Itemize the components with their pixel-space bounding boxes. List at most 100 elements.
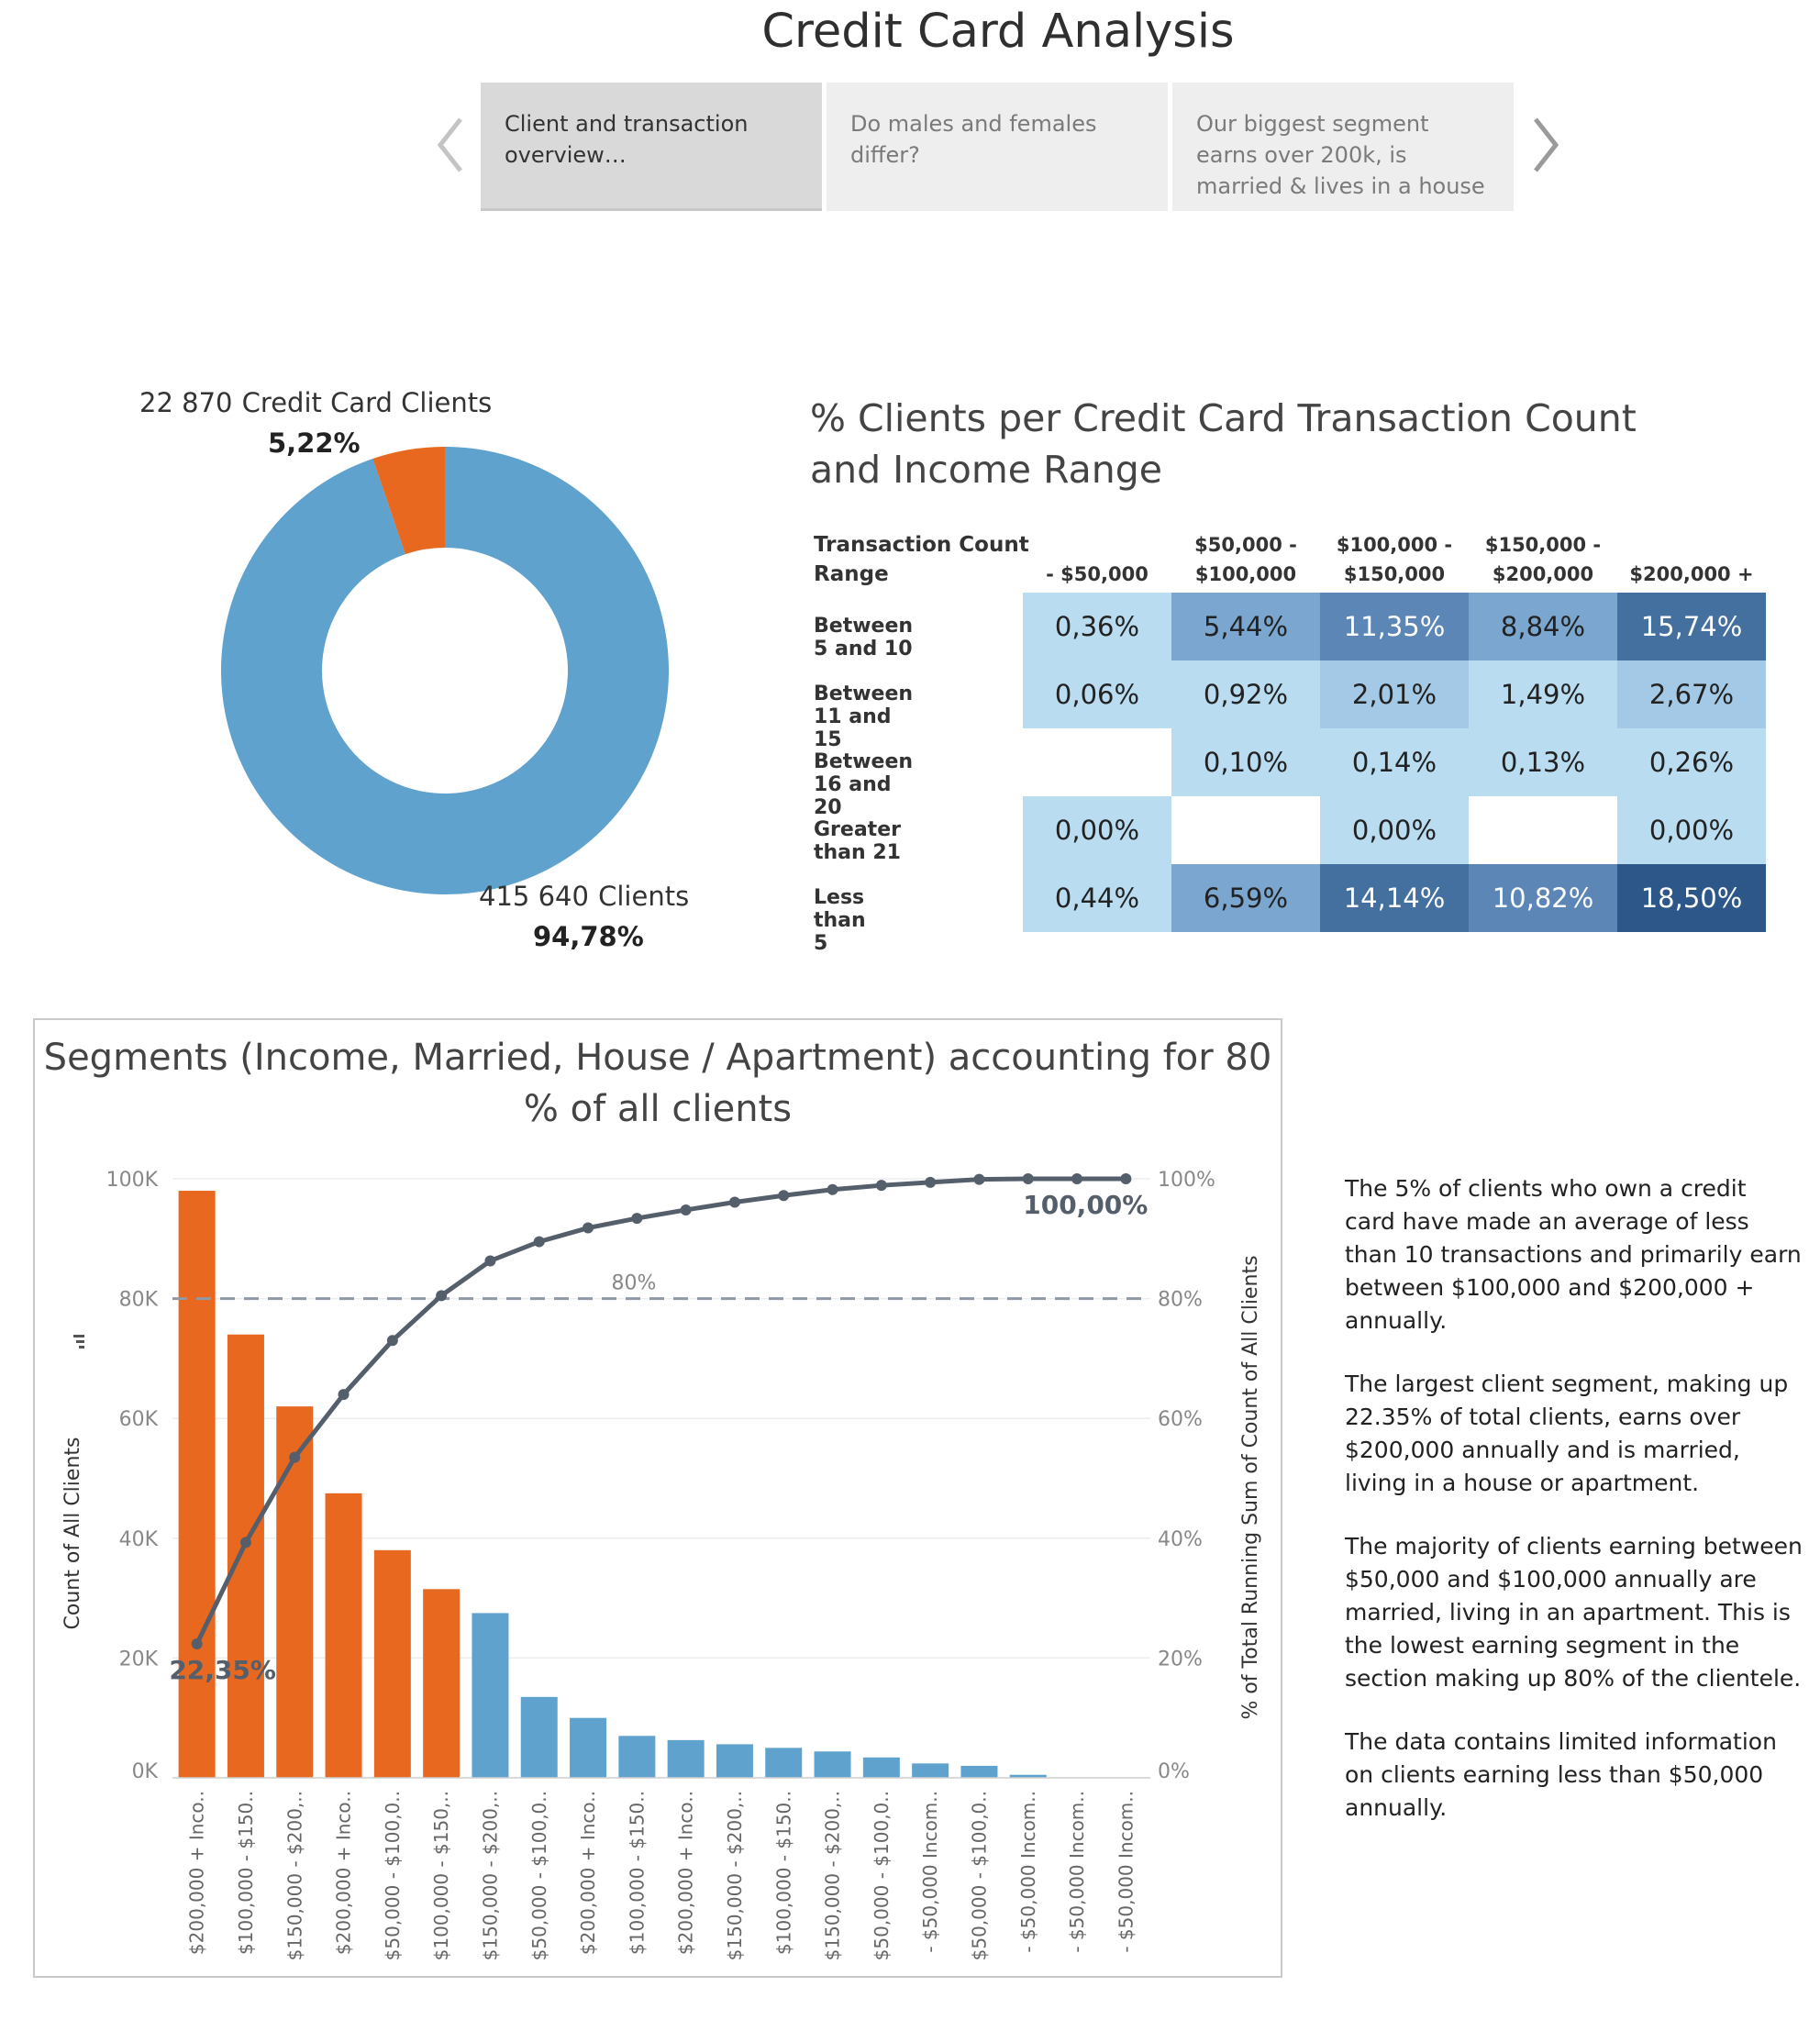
y-tick-label: 20K [119, 1648, 159, 1670]
y2-tick-label: 80% [1158, 1289, 1203, 1312]
line-point [875, 1180, 887, 1192]
heatmap-cell: 18,50% [1617, 864, 1766, 932]
y2-tick-label: 0% [1158, 1760, 1190, 1783]
heatmap-cell [1171, 796, 1320, 864]
line-point [191, 1638, 203, 1650]
note-paragraph: The data contains limited information on… [1345, 1728, 1777, 1821]
x-tick-label: $100,000 - $150.. [235, 1791, 257, 1955]
heatmap-cell [1023, 728, 1171, 796]
bar [373, 1549, 411, 1778]
heatmap-cell: 0,00% [1023, 796, 1171, 864]
heatmap-cell: 2,67% [1617, 660, 1766, 728]
x-tick-label: $150,000 - $200,.. [479, 1791, 501, 1960]
pareto-title: Segments (Income, Married, House / Apart… [43, 1037, 1272, 1130]
heatmap-column-header: $150,000 - $200,000 [1484, 534, 1602, 585]
line-point [728, 1196, 740, 1208]
x-tick-label: $200,000 + Inco.. [333, 1791, 355, 1955]
y2-axis-title: % of Total Running Sum of Count of All C… [1239, 1255, 1262, 1719]
bar [1009, 1774, 1047, 1778]
line-point [973, 1173, 985, 1185]
note-paragraph: The 5% of clients who own a credit card … [1345, 1175, 1802, 1334]
line-point [631, 1213, 643, 1225]
line-point [1022, 1173, 1034, 1184]
line-point [583, 1222, 594, 1234]
y-tick-label: 40K [119, 1528, 159, 1551]
line-point [827, 1183, 838, 1195]
line-point [386, 1335, 398, 1347]
heatmap-cell: 11,35% [1320, 593, 1469, 660]
chevron-right-icon [1534, 117, 1559, 172]
prev-story-button[interactable] [431, 108, 468, 182]
sort-icon[interactable] [73, 1335, 84, 1349]
x-tick-label: $50,000 - $100,0.. [382, 1791, 404, 1960]
bar [667, 1739, 705, 1778]
heatmap-cell: 10,82% [1469, 864, 1617, 932]
heatmap-column-header: - $50,000 [1046, 563, 1149, 585]
y-tick-label: 100K [106, 1169, 159, 1192]
x-tick-label: $150,000 - $200,.. [724, 1791, 746, 1960]
reference-line-label: 80% [612, 1272, 657, 1295]
heatmap-cell [1469, 796, 1617, 864]
x-tick-label: $200,000 + Inco.. [675, 1791, 697, 1955]
donut-label-credit: 22 870 Credit Card Clients [139, 387, 492, 418]
running-sum-line [194, 1176, 1126, 1646]
heatmap-cell: 0,92% [1171, 660, 1320, 728]
chevron-left-icon [437, 117, 462, 172]
other-label: Clients [598, 881, 690, 912]
line-point [925, 1176, 937, 1188]
donut-label-other: 415 640 Clients [479, 881, 689, 912]
y2-tick-label: 100% [1158, 1169, 1215, 1192]
heatmap-column-header: $200,000 + [1629, 563, 1754, 585]
next-story-button[interactable] [1528, 108, 1565, 182]
y-axis-title: Count of All Clients [61, 1437, 84, 1630]
credit-count: 22 870 [139, 387, 233, 418]
x-tick-label: $100,000 - $150.. [772, 1791, 794, 1955]
y-tick-label: 80K [119, 1289, 159, 1312]
story-point-overview[interactable]: Client and transaction overview… [481, 83, 822, 211]
y2-tick-label: 60% [1158, 1408, 1203, 1431]
x-tick-label: $50,000 - $100,0.. [871, 1791, 893, 1960]
bar [912, 1763, 949, 1778]
x-tick-label: $100,000 - $150.. [626, 1791, 648, 1955]
other-pct: 94,78% [533, 921, 644, 952]
heatmap-cell: 0,10% [1171, 728, 1320, 796]
other-count: 415 640 [479, 881, 589, 912]
bar [227, 1334, 264, 1778]
story-point-label: Our biggest segment earns over 200k, is … [1196, 111, 1485, 199]
line-point [533, 1236, 545, 1248]
heatmap-cell: 0,13% [1469, 728, 1617, 796]
y-tick-label: 60K [119, 1408, 159, 1431]
annotation-last: 100,00% [1023, 1190, 1148, 1220]
line-point [778, 1190, 790, 1202]
x-tick-label: - $50,000 Incom.. [1115, 1791, 1137, 1953]
line-point [239, 1537, 251, 1548]
line-point [338, 1389, 350, 1401]
heatmap-cell: 0,14% [1320, 728, 1469, 796]
heatmap-cell: 0,06% [1023, 660, 1171, 728]
heatmap-cell: 0,26% [1617, 728, 1766, 796]
y2-tick-label: 40% [1158, 1528, 1203, 1551]
heatmap-title: % Clients per Credit Card Transaction Co… [810, 396, 1637, 492]
x-tick-label: $50,000 - $100,0.. [968, 1791, 990, 1960]
story-point-gender[interactable]: Do males and females differ? [827, 83, 1168, 211]
heatmap-cell: 0,00% [1320, 796, 1469, 864]
bar [178, 1191, 216, 1778]
credit-label: Credit Card Clients [241, 387, 493, 418]
x-tick-label: - $50,000 Incom.. [919, 1791, 941, 1953]
story-point-biggest-segment[interactable]: Our biggest segment earns over 200k, is … [1172, 83, 1514, 211]
heatmap-column-header: $50,000 - $100,000 [1194, 534, 1297, 585]
bar [618, 1736, 656, 1778]
x-tick-label: - $50,000 Incom.. [1017, 1791, 1039, 1953]
annotation-first: 22,35% [169, 1655, 276, 1685]
x-tick-label: $150,000 - $200,.. [283, 1791, 305, 1960]
heatmap-cell: 1,49% [1469, 660, 1617, 728]
bar [520, 1696, 558, 1778]
heatmap-row-label: Less than 5 [814, 886, 866, 955]
note-paragraph: The largest client segment, making up 22… [1345, 1371, 1789, 1496]
heatmap-row-label: Between 5 and 10 [814, 615, 914, 660]
heatmap-cell: 2,01% [1320, 660, 1469, 728]
heatmap-column-header: $100,000 - $150,000 [1336, 534, 1453, 585]
notes-panel: The 5% of clients who own a credit card … [1345, 1172, 1803, 1855]
line-point [484, 1255, 496, 1267]
x-tick-label: $150,000 - $200,.. [822, 1791, 844, 1960]
